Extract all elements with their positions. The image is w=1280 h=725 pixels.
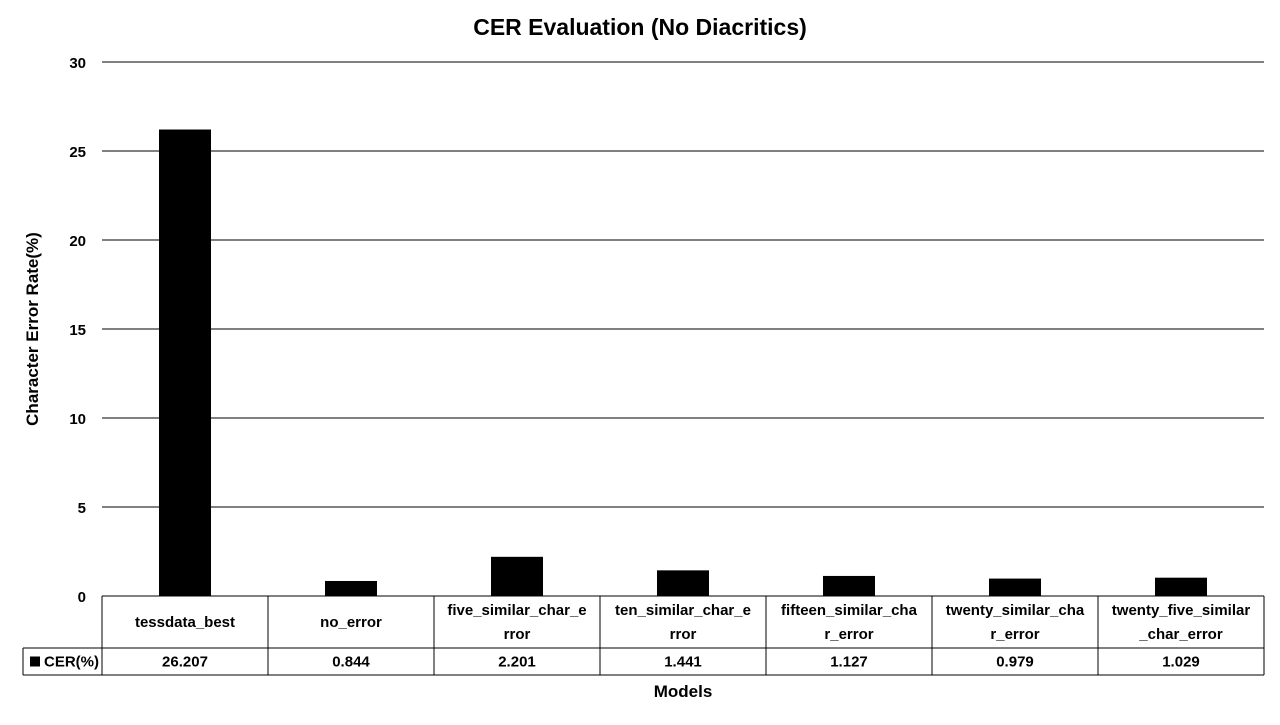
category-label: no_error — [320, 614, 382, 631]
data-label: 1.441 — [664, 654, 702, 671]
y-tick-label: 25 — [69, 144, 86, 161]
category-label: r_error — [990, 626, 1039, 643]
category-label: five_similar_char_e — [447, 602, 586, 619]
y-tick-label: 15 — [69, 322, 86, 339]
y-tick-label: 5 — [78, 500, 86, 517]
category-label: rror — [670, 626, 697, 643]
bar — [989, 578, 1041, 596]
y-tick-label: 30 — [69, 55, 86, 72]
legend-swatch — [30, 656, 40, 667]
data-label: 2.201 — [498, 654, 536, 671]
data-label: 1.127 — [830, 654, 868, 671]
bars — [159, 129, 1207, 597]
category-label: r_error — [824, 626, 873, 643]
y-tick-label: 0 — [78, 589, 86, 606]
bar — [325, 580, 377, 596]
bar — [159, 129, 211, 597]
legend-series-name: CER(%) — [44, 654, 99, 671]
y-tick-label: 20 — [69, 233, 86, 250]
category-label: fifteen_similar_cha — [781, 602, 918, 619]
y-tick-labels: 0 5 10 15 20 25 30 — [69, 55, 86, 606]
data-table: tessdata_best no_error five_similar_char_e… — [22, 595, 1265, 676]
data-label: 26.207 — [162, 654, 208, 671]
y-axis-label: Character Error Rate(%) — [23, 232, 42, 426]
category-label: tessdata_best — [135, 614, 235, 631]
data-label: 0.979 — [996, 654, 1034, 671]
category-label: ten_similar_char_e — [615, 602, 751, 619]
category-label: twenty_five_similar — [1112, 602, 1251, 619]
bar — [823, 575, 875, 596]
bar — [491, 556, 543, 596]
category-label: _char_error — [1138, 626, 1223, 643]
data-label: 1.029 — [1162, 654, 1200, 671]
category-label: rror — [504, 626, 531, 643]
y-tick-label: 10 — [69, 411, 86, 428]
chart-title: CER Evaluation (No Diacritics) — [473, 14, 807, 40]
category-label: twenty_similar_cha — [946, 602, 1085, 619]
bar — [1155, 577, 1207, 596]
gridlines — [102, 61, 1264, 508]
bar — [657, 570, 709, 596]
data-label: 0.844 — [332, 654, 370, 671]
x-axis-label: Models — [654, 682, 713, 701]
